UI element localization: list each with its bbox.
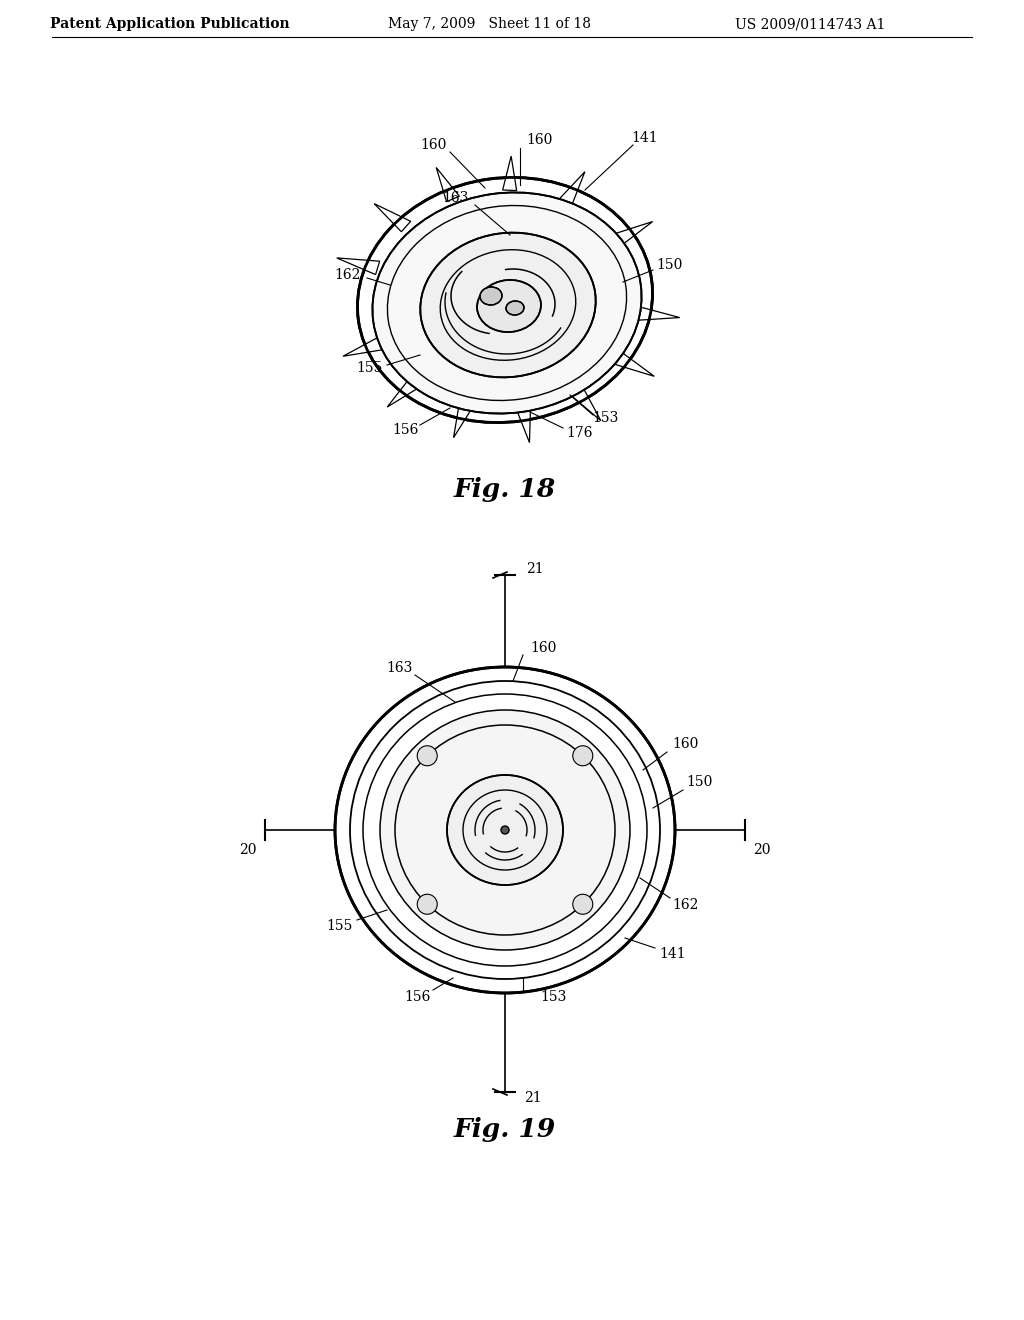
- Ellipse shape: [417, 746, 437, 766]
- Text: 21: 21: [524, 1092, 542, 1105]
- Ellipse shape: [572, 894, 593, 915]
- Polygon shape: [454, 403, 473, 438]
- Text: 162: 162: [334, 268, 360, 282]
- Polygon shape: [337, 257, 380, 275]
- Polygon shape: [614, 352, 654, 376]
- Text: 150: 150: [687, 775, 713, 789]
- Ellipse shape: [357, 177, 652, 422]
- Text: 20: 20: [240, 843, 257, 857]
- Text: 153: 153: [540, 990, 566, 1005]
- Ellipse shape: [380, 710, 630, 950]
- Ellipse shape: [420, 232, 596, 378]
- Text: 155: 155: [326, 919, 352, 933]
- Text: 176: 176: [566, 426, 593, 440]
- Text: 163: 163: [386, 661, 413, 675]
- Text: 153: 153: [592, 411, 618, 425]
- Ellipse shape: [506, 301, 524, 315]
- Text: Fig. 19: Fig. 19: [454, 1118, 556, 1143]
- Text: 141: 141: [659, 946, 686, 961]
- Polygon shape: [636, 306, 680, 321]
- Ellipse shape: [417, 894, 437, 915]
- Text: May 7, 2009   Sheet 11 of 18: May 7, 2009 Sheet 11 of 18: [388, 17, 592, 30]
- Ellipse shape: [373, 193, 642, 413]
- Polygon shape: [343, 337, 385, 356]
- Text: Patent Application Publication: Patent Application Publication: [50, 17, 290, 30]
- Polygon shape: [374, 203, 411, 232]
- Text: 141: 141: [632, 131, 658, 145]
- Text: 162: 162: [672, 898, 698, 912]
- Text: 160: 160: [526, 133, 553, 147]
- Polygon shape: [503, 156, 517, 190]
- Text: 163: 163: [441, 191, 468, 205]
- Ellipse shape: [335, 667, 675, 993]
- Text: US 2009/0114743 A1: US 2009/0114743 A1: [735, 17, 885, 30]
- Polygon shape: [559, 172, 585, 206]
- Text: A2: A2: [476, 820, 499, 837]
- Text: 20: 20: [754, 843, 771, 857]
- Text: 160: 160: [529, 642, 556, 655]
- Text: 21: 21: [526, 562, 544, 576]
- Text: 155: 155: [355, 360, 382, 375]
- Text: 160: 160: [672, 737, 698, 751]
- Text: 156: 156: [392, 422, 418, 437]
- Text: 156: 156: [403, 990, 430, 1005]
- Text: 150: 150: [656, 257, 683, 272]
- Text: 160: 160: [420, 139, 446, 152]
- Ellipse shape: [477, 280, 541, 333]
- Polygon shape: [613, 222, 652, 246]
- Text: Fig. 18: Fig. 18: [454, 478, 556, 503]
- Polygon shape: [387, 378, 421, 407]
- Polygon shape: [516, 408, 530, 442]
- Ellipse shape: [480, 286, 502, 305]
- Ellipse shape: [572, 746, 593, 766]
- Ellipse shape: [447, 775, 563, 884]
- Polygon shape: [436, 168, 460, 202]
- Ellipse shape: [501, 826, 509, 834]
- Polygon shape: [571, 388, 601, 421]
